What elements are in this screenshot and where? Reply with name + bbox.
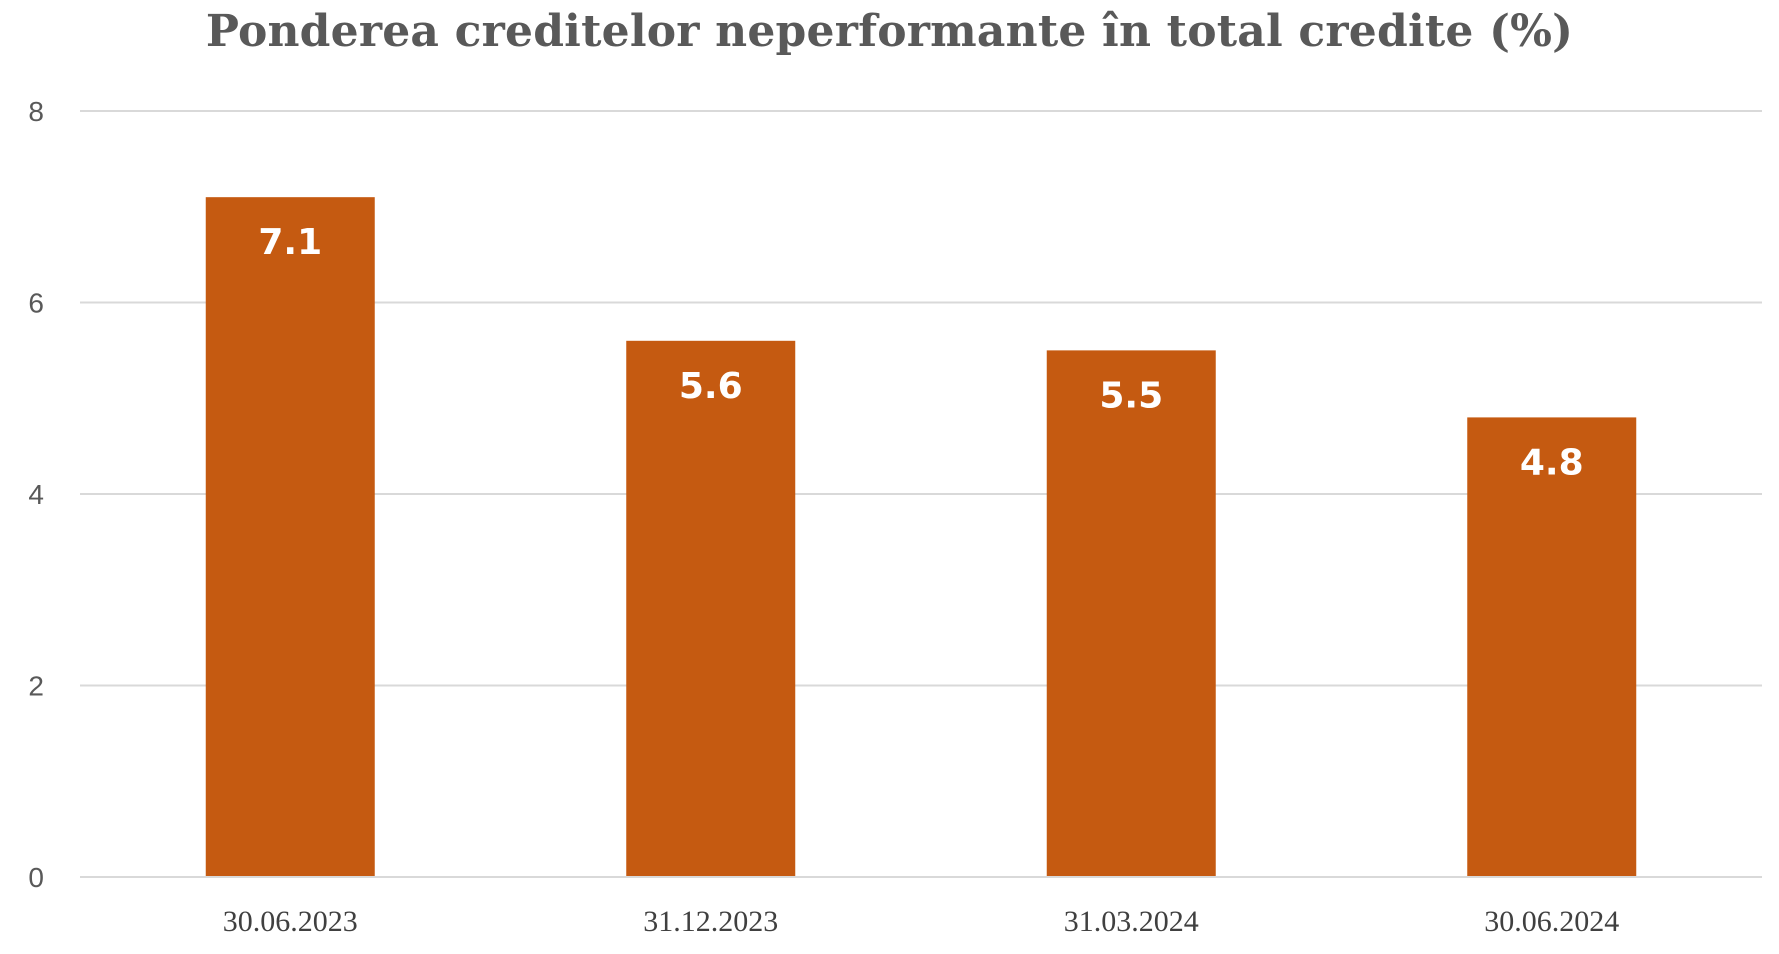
data-label: 7.1	[258, 222, 322, 263]
y-tick-label: 6	[28, 288, 44, 319]
data-label: 5.5	[1099, 375, 1163, 416]
y-tick-label: 2	[28, 671, 44, 702]
y-tick-label: 4	[28, 479, 44, 510]
bar	[626, 340, 796, 877]
x-tick-label: 31.12.2023	[643, 905, 778, 938]
chart-title: Ponderea creditelor neperformante în tot…	[205, 6, 1574, 57]
bar	[205, 197, 375, 878]
data-label: 4.8	[1520, 442, 1584, 483]
y-tick-label: 0	[28, 862, 44, 893]
x-tick-label: 31.03.2024	[1064, 905, 1199, 938]
bar	[1467, 417, 1637, 877]
data-label: 5.6	[679, 366, 743, 407]
x-tick-label: 30.06.2024	[1484, 905, 1619, 938]
bar	[1046, 350, 1216, 877]
y-tick-label: 8	[28, 96, 44, 127]
x-tick-label: 30.06.2023	[223, 905, 358, 938]
